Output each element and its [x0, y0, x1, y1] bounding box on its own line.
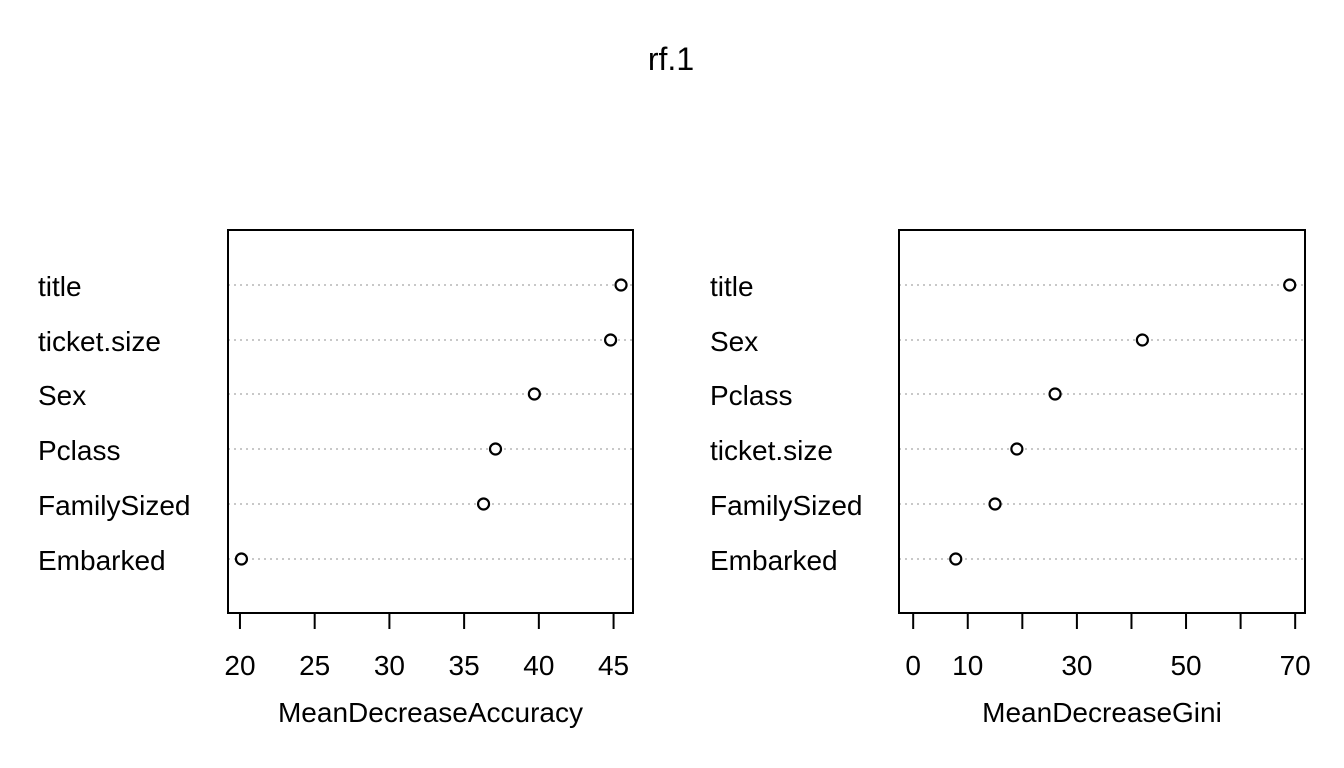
- plot-frame: [227, 229, 634, 614]
- category-label: FamilySized: [710, 490, 862, 521]
- x-tick-label: 50: [1170, 650, 1201, 681]
- x-tick-label: 40: [523, 650, 554, 681]
- data-point: [476, 497, 491, 511]
- category-label: FamilySized: [38, 490, 190, 521]
- data-point: [488, 442, 503, 456]
- category-label: Sex: [710, 326, 758, 357]
- data-point: [1048, 387, 1062, 401]
- category-label: title: [710, 271, 754, 302]
- category-label: title: [38, 271, 82, 302]
- accuracy-panel: title ticket.size Sex Pclass FamilySized Emba…: [38, 229, 634, 728]
- x-axis-title: MeanDecreaseGini: [982, 697, 1222, 728]
- x-tick-label: 10: [952, 650, 983, 681]
- x-tick-label: 35: [449, 650, 480, 681]
- data-point: [234, 552, 249, 566]
- x-tick-label: 25: [299, 650, 330, 681]
- category-label: Pclass: [710, 380, 792, 411]
- data-point: [527, 387, 541, 401]
- category-label: Sex: [38, 380, 86, 411]
- x-tick-label: 0: [905, 650, 921, 681]
- data-point: [603, 333, 618, 347]
- category-label: Embarked: [710, 545, 838, 576]
- data-point: [614, 278, 628, 292]
- data-point: [988, 497, 1002, 511]
- data-point: [1010, 442, 1024, 456]
- x-tick-label: 70: [1280, 650, 1311, 681]
- category-label: Pclass: [38, 435, 120, 466]
- x-tick-label: 20: [224, 650, 255, 681]
- figure-title: rf.1: [648, 41, 694, 77]
- category-label: ticket.size: [710, 435, 833, 466]
- x-tick-label: 30: [374, 650, 405, 681]
- category-label: Embarked: [38, 545, 166, 576]
- x-axis-title: MeanDecreaseAccuracy: [278, 697, 583, 728]
- data-point: [1283, 278, 1297, 292]
- x-tick-label: 45: [598, 650, 629, 681]
- data-point: [1135, 333, 1149, 347]
- x-tick-label: 30: [1061, 650, 1092, 681]
- category-label: ticket.size: [38, 326, 161, 357]
- gini-panel: title Sex Pclass ticket.size FamilySized Emba…: [710, 229, 1311, 728]
- data-point: [949, 552, 963, 566]
